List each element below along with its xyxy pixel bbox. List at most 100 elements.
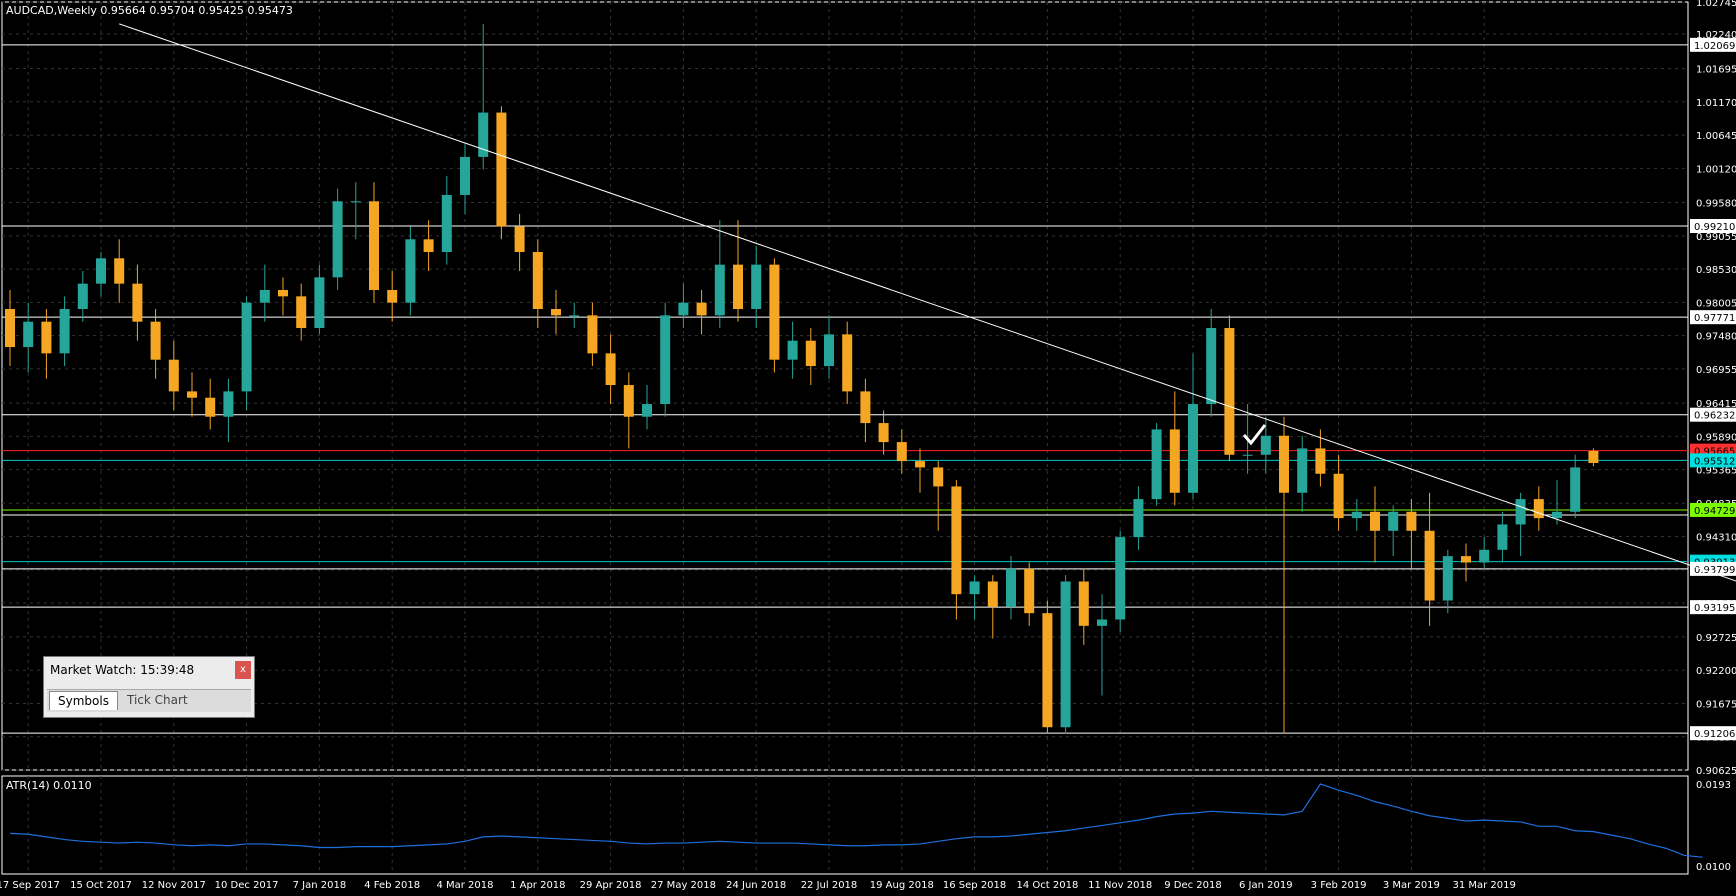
price-label-text: 0.91206 bbox=[1694, 729, 1735, 740]
price-label-text: 0.99210 bbox=[1694, 222, 1735, 233]
price-tick-label: 0.96955 bbox=[1696, 365, 1736, 376]
price-label-text: 0.93195 bbox=[1694, 603, 1735, 614]
date-tick-label: 24 Jun 2018 bbox=[726, 880, 786, 891]
candle-body bbox=[1006, 568, 1016, 607]
candle-body bbox=[1151, 429, 1162, 500]
candle-body bbox=[96, 258, 106, 284]
candle-body bbox=[132, 283, 143, 322]
price-tick-label: 0.95365 bbox=[1696, 466, 1736, 477]
candle-body bbox=[605, 353, 616, 386]
price-tick-label: 0.92725 bbox=[1696, 633, 1736, 644]
candle-body bbox=[205, 397, 216, 417]
candle-body bbox=[150, 321, 161, 360]
candle-body bbox=[77, 283, 88, 310]
date-tick-label: 4 Feb 2018 bbox=[364, 880, 420, 891]
candle-body bbox=[1406, 511, 1417, 531]
candle-body bbox=[1224, 328, 1235, 455]
date-tick-label: 7 Jan 2018 bbox=[293, 880, 347, 891]
price-label-text: 0.95512 bbox=[1694, 456, 1735, 467]
candle-body bbox=[623, 385, 634, 417]
candle-body bbox=[1315, 448, 1326, 474]
candle-body bbox=[1552, 511, 1562, 519]
candle-body bbox=[1078, 581, 1089, 626]
candle-body bbox=[1115, 537, 1126, 620]
atr-label: ATR(14) 0.0110 bbox=[6, 779, 92, 792]
candle-body bbox=[387, 290, 398, 303]
candle-body bbox=[59, 309, 70, 354]
price-tick-label: 1.00645 bbox=[1696, 131, 1736, 142]
candle-body bbox=[551, 309, 561, 316]
atr-tick-label: 0.0100 bbox=[1696, 862, 1731, 873]
price-label-box bbox=[1690, 219, 1736, 233]
candle-body bbox=[1388, 511, 1399, 531]
candle-body bbox=[787, 340, 798, 360]
date-tick-label: 3 Mar 2019 bbox=[1383, 880, 1440, 891]
candle-body bbox=[1188, 404, 1198, 493]
price-tick-label: 0.92200 bbox=[1696, 666, 1736, 677]
date-tick-label: 9 Dec 2018 bbox=[1164, 880, 1222, 891]
candle-body bbox=[642, 404, 652, 417]
candle-body bbox=[751, 264, 762, 310]
market-watch-tabs: Symbols Tick Chart bbox=[47, 689, 251, 712]
candle-body bbox=[933, 467, 944, 487]
candle-body bbox=[1370, 511, 1380, 531]
candle-body bbox=[842, 334, 853, 392]
candle-body bbox=[569, 315, 580, 317]
candle-body bbox=[733, 264, 743, 310]
candle-body bbox=[769, 264, 780, 360]
price-label-box bbox=[1690, 407, 1736, 422]
candle-body bbox=[332, 201, 343, 278]
market-watch-title: Market Watch: 15:39:48 bbox=[50, 663, 195, 677]
candle-body bbox=[41, 321, 52, 354]
candle-body bbox=[915, 461, 925, 468]
date-tick-label: 16 Sep 2018 bbox=[943, 880, 1006, 891]
candle-body bbox=[496, 112, 507, 227]
price-tick-label: 1.02240 bbox=[1696, 30, 1736, 41]
candle-body bbox=[1060, 581, 1071, 728]
candle-body bbox=[460, 156, 470, 195]
atr-tick-label: 0.0193 bbox=[1696, 780, 1731, 791]
candle-body bbox=[478, 112, 489, 157]
candle-body bbox=[1497, 524, 1508, 550]
candle-body bbox=[660, 315, 671, 405]
price-label-box bbox=[1690, 561, 1736, 576]
candle-body bbox=[1260, 435, 1271, 455]
candle-body bbox=[969, 581, 980, 595]
candle-body bbox=[1024, 568, 1035, 614]
candle-body bbox=[1169, 429, 1180, 493]
price-tick-label: 0.96415 bbox=[1696, 399, 1736, 410]
candle-body bbox=[951, 486, 962, 595]
market-watch-window[interactable]: Market Watch: 15:39:48 x Symbols Tick Ch… bbox=[43, 656, 255, 718]
price-label-text: 0.97771 bbox=[1694, 313, 1735, 324]
candle-body bbox=[423, 239, 434, 252]
candle-body bbox=[259, 290, 270, 303]
candle-body bbox=[5, 309, 15, 348]
tab-symbols[interactable]: Symbols bbox=[49, 691, 118, 710]
date-tick-label: 4 Mar 2018 bbox=[436, 880, 493, 891]
date-tick-label: 29 Apr 2018 bbox=[580, 880, 642, 891]
candle-body bbox=[587, 315, 598, 354]
date-tick-label: 31 Mar 2019 bbox=[1452, 880, 1515, 891]
date-tick-label: 19 Aug 2018 bbox=[870, 880, 934, 891]
candle-body bbox=[1479, 549, 1490, 563]
candle-body bbox=[1515, 499, 1526, 525]
candle-body bbox=[1442, 556, 1453, 601]
close-icon[interactable]: x bbox=[235, 661, 251, 679]
candle-body bbox=[878, 423, 889, 443]
candle-body bbox=[860, 391, 871, 424]
symbol-header: AUDCAD,Weekly 0.95664 0.95704 0.95425 0.… bbox=[6, 4, 293, 17]
tab-tick-chart[interactable]: Tick Chart bbox=[127, 693, 188, 707]
candle-body bbox=[23, 321, 34, 348]
candle-body bbox=[1424, 530, 1435, 601]
price-label-text: 0.94729 bbox=[1694, 506, 1735, 517]
price-tick-label: 1.02745 bbox=[1696, 0, 1736, 9]
candle-body bbox=[350, 201, 361, 203]
candle-body bbox=[1133, 499, 1144, 538]
date-tick-label: 12 Nov 2017 bbox=[142, 880, 206, 891]
candle-body bbox=[1279, 435, 1289, 493]
candle-body bbox=[1588, 450, 1599, 463]
candle-body bbox=[896, 442, 907, 462]
price-label-box bbox=[1690, 453, 1736, 468]
price-tick-label: 1.01170 bbox=[1696, 98, 1736, 109]
